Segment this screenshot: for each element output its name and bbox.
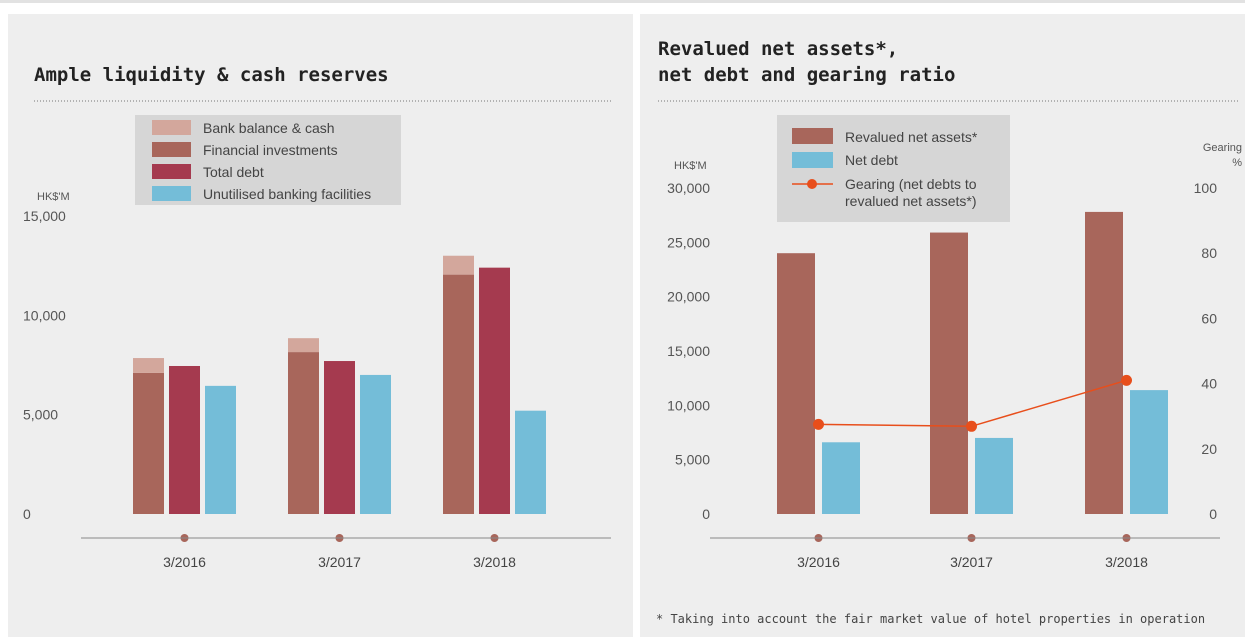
y-right-unit-label: % <box>1232 157 1242 169</box>
x-tick-label: 3/2017 <box>318 554 361 570</box>
bar-bank-balance-cash <box>443 255 474 275</box>
legend-label: Bank balance & cash <box>203 120 335 136</box>
net-assets-chart-panel: Revalued net assets*, net debt and gearin… <box>640 14 1245 637</box>
y-tick-label: 25,000 <box>667 234 710 250</box>
y-tick-label: 0 <box>23 506 31 522</box>
gearing-point <box>966 420 977 432</box>
gearing-point <box>1121 374 1132 386</box>
bar-unutilised-facilities <box>360 374 391 514</box>
chart-title-line-1: Revalued net assets*, <box>658 38 898 60</box>
legend-swatch <box>152 142 191 157</box>
bar-net-debt <box>822 442 860 514</box>
y-right-unit-label: Gearing <box>1203 142 1242 154</box>
chart-title: Ample liquidity & cash reserves <box>34 64 389 86</box>
y-unit-label: HK$'M <box>674 160 707 172</box>
legend-label: Financial investments <box>203 142 338 158</box>
y-tick-label: 0 <box>702 506 710 522</box>
bar-financial-investments <box>288 352 319 514</box>
bar-net-debt <box>975 437 1013 514</box>
legend-marker <box>807 179 817 189</box>
y-tick-label: 15,000 <box>23 208 66 224</box>
y-right-tick-label: 20 <box>1201 441 1217 457</box>
bar-bank-balance-cash <box>133 358 164 373</box>
y-right-tick-label: 0 <box>1209 506 1217 522</box>
legend-label: Total debt <box>203 164 264 180</box>
bar-bank-balance-cash <box>288 338 319 353</box>
y-right-tick-label: 80 <box>1201 245 1217 261</box>
x-tick-label: 3/2016 <box>163 554 206 570</box>
legend-label: Net debt <box>845 152 898 168</box>
liquidity-chart: Ample liquidity & cash reserves 0 5,000 10,… <box>23 64 613 570</box>
bar-unutilised-facilities <box>515 410 546 514</box>
footnote: * Taking into account the fair market va… <box>656 612 1205 626</box>
bar-total-debt <box>324 361 355 514</box>
y-right-tick-label: 100 <box>1194 180 1218 196</box>
net-assets-chart: Revalued net assets*, net debt and gearin… <box>656 38 1242 626</box>
bar-net-debt <box>1130 390 1168 514</box>
y-right-tick-label: 40 <box>1201 376 1217 392</box>
legend-label: Unutilised banking facilities <box>203 186 371 202</box>
y-tick-label: 30,000 <box>667 180 710 196</box>
bar-financial-investments <box>443 274 474 514</box>
legend-label: Gearing (net debts to <box>845 176 977 192</box>
y-tick-label: 10,000 <box>667 397 710 413</box>
chart-title-line-2: net debt and gearing ratio <box>658 64 955 86</box>
liquidity-chart-panel: Ample liquidity & cash reserves 0 5,000 10,… <box>8 14 633 637</box>
bar-financial-investments <box>133 372 164 514</box>
legend-label: revalued net assets*) <box>845 193 977 209</box>
y-unit-label: HK$'M <box>37 191 70 203</box>
y-tick-label: 10,000 <box>23 307 66 323</box>
legend-swatch <box>792 128 833 144</box>
bar-unutilised-facilities <box>205 385 236 514</box>
y-tick-label: 5,000 <box>675 452 710 468</box>
x-tick-label: 3/2018 <box>473 554 516 570</box>
y-tick-label: 15,000 <box>667 343 710 359</box>
x-tick-label: 3/2016 <box>797 554 840 570</box>
bar-revalued-net-assets <box>777 253 815 514</box>
y-tick-label: 5,000 <box>23 407 58 423</box>
bar-total-debt <box>479 267 510 514</box>
legend-swatch <box>792 152 833 168</box>
top-divider <box>0 0 1245 3</box>
legend-swatch <box>152 186 191 201</box>
bar-total-debt <box>169 365 200 514</box>
bar-revalued-net-assets <box>1085 211 1123 514</box>
bar-revalued-net-assets <box>930 232 968 514</box>
x-tick-label: 3/2018 <box>1105 554 1148 570</box>
legend-swatch <box>152 120 191 135</box>
gearing-line <box>818 379 1127 428</box>
x-tick-label: 3/2017 <box>950 554 993 570</box>
y-tick-label: 20,000 <box>667 289 710 305</box>
y-right-tick-label: 60 <box>1201 310 1217 326</box>
gearing-point <box>813 418 824 430</box>
legend-label: Revalued net assets* <box>845 129 978 145</box>
legend-swatch <box>152 164 191 179</box>
